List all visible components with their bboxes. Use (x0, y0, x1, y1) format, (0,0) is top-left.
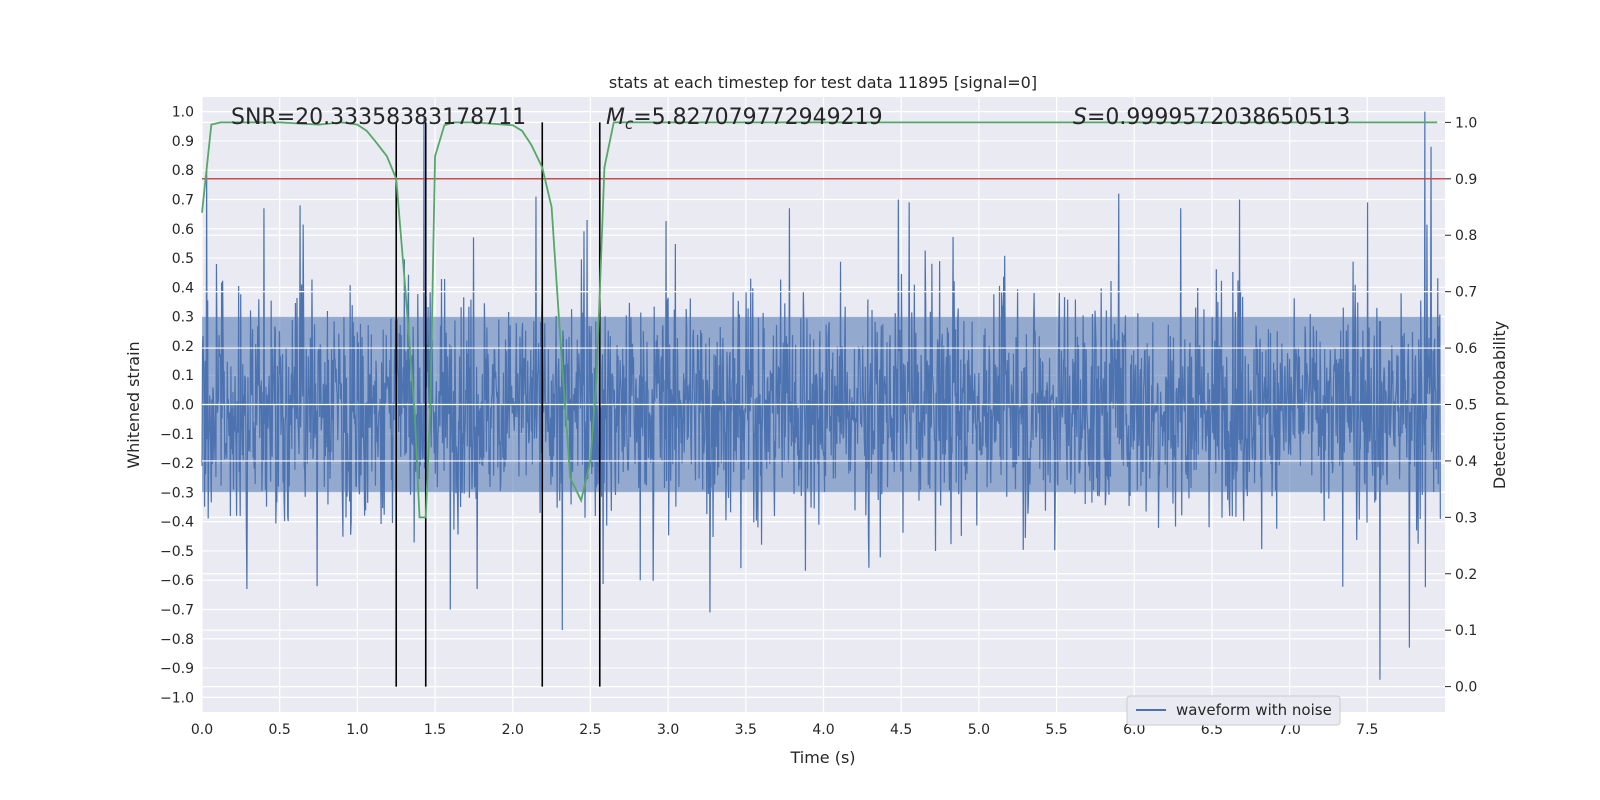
x-tick-label: 1.0 (346, 722, 368, 738)
y2-ticks: 1.0 0.9 0.8 0.7 0.6 0.5 0.4 0.3 0.2 0.1 0.0 (1445, 115, 1477, 696)
y-tick-label: −0.5 (160, 544, 194, 560)
x-tick-label: 6.5 (1201, 722, 1223, 738)
y-tick-label: 0.5 (172, 251, 194, 267)
x-tick-label: 0.5 (269, 722, 291, 738)
y-tick-label: 1.0 (172, 105, 194, 121)
y-tick-label: −0.8 (160, 632, 194, 648)
y-axis-label: Whitened strain (124, 341, 143, 468)
x-ticks: 0.0 0.5 1.0 1.5 2.0 2.5 3.0 3.5 4.0 4.5 5.0 5.5 6.0 6… (191, 722, 1379, 738)
x-tick-label: 6.0 (1123, 722, 1145, 738)
y-tick-label: 0.8 (172, 163, 194, 179)
x-tick-label: 4.0 (812, 722, 834, 738)
x-tick-label: 1.5 (424, 722, 446, 738)
y-tick-label: 0.0 (172, 398, 194, 414)
y2-tick-label: 0.4 (1455, 454, 1477, 470)
x-tick-label: 7.0 (1278, 722, 1300, 738)
y2-tick-label: 0.9 (1455, 172, 1477, 188)
x-tick-label: 2.5 (579, 722, 601, 738)
x-tick-label: 0.0 (191, 722, 213, 738)
mc-annotation: Mc=5.827079772949219 (606, 105, 883, 133)
y-tick-label: −0.2 (160, 456, 194, 472)
y2-tick-label: 0.0 (1455, 680, 1477, 696)
x-tick-label: 5.5 (1045, 722, 1067, 738)
x-axis-label: Time (s) (789, 748, 855, 767)
chart-title: stats at each timestep for test data 118… (609, 73, 1037, 92)
snr-annotation: SNR=20.33358383178711 (231, 105, 526, 130)
mc-symbol: M (606, 105, 625, 130)
overlay-lines (202, 122, 1445, 687)
y2-tick-label: 0.8 (1455, 228, 1477, 244)
mc-subscript: c (625, 115, 634, 133)
y-ticks: 1.0 0.9 0.8 0.7 0.6 0.5 0.4 0.3 0.2 0.1 0.0 −0.1 −0.… (160, 105, 194, 707)
y-tick-label: −0.4 (160, 515, 194, 531)
x-tick-label: 4.5 (890, 722, 912, 738)
y-tick-label: −0.6 (160, 573, 194, 589)
y-tick-label: −0.9 (160, 661, 194, 677)
x-tick-label: 3.5 (735, 722, 757, 738)
y-tick-label: −1.0 (160, 690, 194, 706)
x-tick-label: 7.5 (1356, 722, 1378, 738)
y-tick-label: 0.2 (172, 339, 194, 355)
y-tick-label: 0.9 (172, 134, 194, 150)
s-annotation: S=0.9999572038650513 (1073, 105, 1350, 130)
y2-tick-label: 0.2 (1455, 567, 1477, 583)
s-value: =0.9999572038650513 (1087, 105, 1350, 130)
mc-value: =5.827079772949219 (633, 105, 882, 130)
y-tick-label: 0.1 (172, 368, 194, 384)
probability-series (201, 121, 1438, 519)
y2-tick-label: 0.1 (1455, 623, 1477, 639)
s-symbol: S (1073, 105, 1087, 130)
legend: waveform with noise (1126, 695, 1341, 726)
y2-tick-label: 0.5 (1455, 398, 1477, 414)
x-tick-label: 5.0 (968, 722, 990, 738)
y-tick-label: −0.1 (160, 427, 194, 443)
y-tick-label: 0.7 (172, 193, 194, 209)
y-tick-label: −0.7 (160, 603, 194, 619)
y2-tick-label: 0.6 (1455, 341, 1477, 357)
x-tick-label: 3.0 (657, 722, 679, 738)
y-tick-label: −0.3 (160, 485, 194, 501)
legend-label: waveform with noise (1176, 701, 1332, 719)
y2-axis-label: Detection probability (1490, 321, 1509, 489)
y2-tick-label: 0.7 (1455, 285, 1477, 301)
y-tick-label: 0.4 (172, 280, 194, 296)
detection-probability-line (201, 121, 1438, 519)
y2-tick-label: 0.3 (1455, 510, 1477, 526)
y2-tick-label: 1.0 (1455, 115, 1477, 131)
x-tick-label: 2.0 (502, 722, 524, 738)
legend-box (1126, 695, 1341, 726)
y-tick-label: 0.3 (172, 310, 194, 326)
y-tick-label: 0.6 (172, 222, 194, 238)
